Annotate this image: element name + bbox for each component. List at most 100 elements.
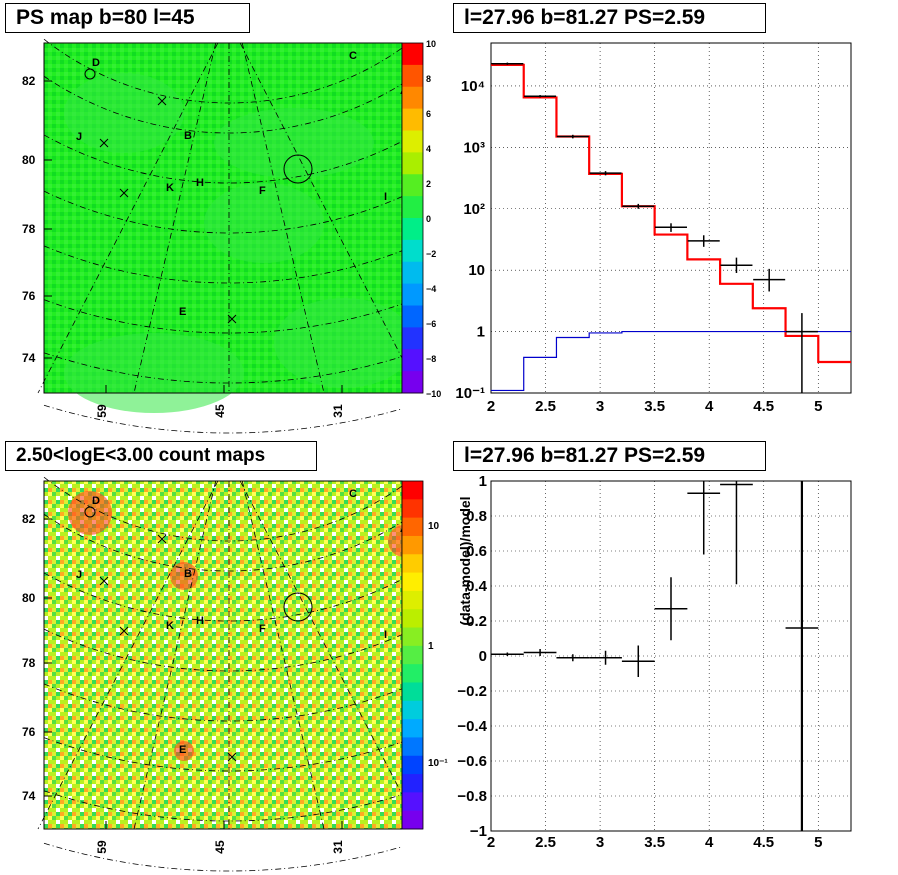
colorbar-segment	[402, 774, 423, 793]
cross-marker	[157, 96, 167, 106]
cross-marker	[227, 314, 237, 324]
colorbar-segment	[402, 283, 423, 306]
latitude-line	[43, 790, 403, 822]
colorbar-frame	[401, 480, 424, 830]
source-label-j: J	[76, 569, 82, 581]
colorbar-segment	[402, 792, 423, 812]
latitude-line	[43, 190, 403, 234]
residual-x-tick: 4.5	[753, 834, 774, 851]
map-x-tick: 31	[331, 404, 345, 418]
longitude-line	[241, 480, 325, 830]
colorbar-tick: −4	[426, 284, 436, 294]
spectrum-x-tick: 2	[487, 398, 495, 415]
colorbar-segment	[402, 682, 423, 702]
colorbar-segment	[402, 305, 423, 328]
latitude-line	[43, 628, 403, 672]
residual-x-tick: 3.5	[644, 834, 665, 851]
colorbar-segment	[402, 152, 423, 175]
colorbar-segment	[402, 719, 423, 738]
colorbar-tick: −6	[426, 319, 436, 329]
spectrum-y-tick: 1	[477, 324, 485, 341]
ps-map-panel: ABCDEFHIJK82807876745945311086420−2−4−6−…	[22, 38, 441, 434]
spectrum-y-tick: 10⁴	[461, 78, 485, 95]
map-blotch	[64, 333, 244, 413]
cross-marker	[157, 534, 167, 544]
residual-y-tick: 0.6	[466, 543, 487, 560]
map-blotch	[214, 108, 374, 178]
spectrum-y-tick: 10⁻¹	[455, 385, 485, 402]
cross-marker	[227, 752, 237, 762]
colorbar-tick: 10	[426, 39, 436, 49]
map-y-tick: 80	[22, 591, 36, 605]
colorbar-tick: −2	[426, 249, 436, 259]
map-blotch	[274, 298, 414, 388]
colorbar-segment	[402, 590, 423, 610]
latitude-line	[43, 404, 403, 434]
latitude-line	[43, 513, 403, 572]
residual-y-tick: −1	[470, 823, 487, 840]
residual-y-tick: −0.6	[457, 753, 487, 770]
latitude-line	[43, 683, 403, 722]
latitude-line	[43, 134, 403, 184]
colorbar-segment	[402, 349, 423, 372]
colorbar-segment	[402, 700, 423, 720]
colorbar-segment	[402, 755, 423, 775]
map-y-tick: 78	[22, 656, 36, 670]
colorbar-segment	[402, 517, 423, 537]
spectrum-x-tick: 4	[705, 398, 714, 415]
residual-y-tick: 0.4	[466, 578, 488, 595]
cross-marker	[99, 138, 109, 148]
latitude-line	[43, 842, 403, 872]
source-label-i: I	[384, 191, 387, 203]
spectrum-x-tick: 4.5	[753, 398, 774, 415]
residual-title: l=27.96 b=81.27 PS=2.59	[453, 441, 766, 471]
colorbar-tick: 0	[426, 214, 431, 224]
longitude-line	[239, 42, 421, 394]
residual-x-tick: 4	[705, 834, 714, 851]
target-circle	[283, 592, 313, 622]
colorbar-segment	[402, 554, 423, 574]
source-circle-d	[84, 68, 96, 80]
map-y-tick: 82	[22, 512, 36, 526]
map-hotspot	[174, 741, 194, 761]
spectrum-y-tick: 10³	[463, 139, 485, 156]
colorbar-tick: 8	[426, 74, 431, 84]
colorbar-segment	[402, 327, 423, 350]
map-x-tick: 59	[95, 404, 109, 418]
latitude-line	[43, 352, 403, 384]
residual-y-tick: 0.2	[466, 613, 487, 630]
residual-y-tick: 0.8	[466, 508, 487, 525]
map-blotch	[204, 183, 324, 263]
source-label-d: D	[92, 57, 100, 69]
colorbar-segment	[402, 174, 423, 197]
colorbar-tick: −8	[426, 354, 436, 364]
map-blotch	[64, 73, 184, 153]
source-label-h: H	[196, 177, 204, 189]
map-y-tick: 76	[22, 725, 36, 739]
map-x-tick: 59	[95, 840, 109, 854]
longitude-line	[239, 480, 421, 830]
longitude-line	[37, 42, 219, 394]
spectrum-y-tick: 10	[468, 262, 485, 279]
residual-panel: 2 2.5 3 3.5 4 4.5 5 1 0.8 0.6 0.4 0.2 0 −0.2 −0.4 −0.6 −…	[457, 473, 852, 851]
colorbar-segment	[402, 64, 423, 88]
count-map-title: 2.50<logE<3.00 count maps	[5, 441, 317, 471]
source-label-e: E	[179, 306, 186, 318]
count-map-panel: ABCDEFHIJK828078767459453110110⁻¹	[22, 476, 448, 872]
source-label-d: D	[92, 495, 100, 507]
map-y-tick: 82	[22, 74, 36, 88]
spectrum-x-tick: 5	[814, 398, 822, 415]
colorbar-segment	[402, 43, 423, 66]
residual-y-tick: 1	[479, 473, 487, 490]
colorbar-segment	[402, 130, 423, 153]
cross-marker	[119, 626, 129, 636]
residual-y-tick: −0.4	[457, 718, 487, 735]
map-x-tick: 45	[213, 840, 227, 854]
residual-y-tick: −0.8	[457, 788, 487, 805]
colorbar-segment	[402, 572, 423, 592]
source-label-e: E	[179, 744, 186, 756]
model-component-line	[491, 330, 851, 392]
source-label-b: B	[184, 568, 192, 580]
latitude-line	[43, 737, 403, 772]
spectrum-frame	[490, 42, 852, 394]
